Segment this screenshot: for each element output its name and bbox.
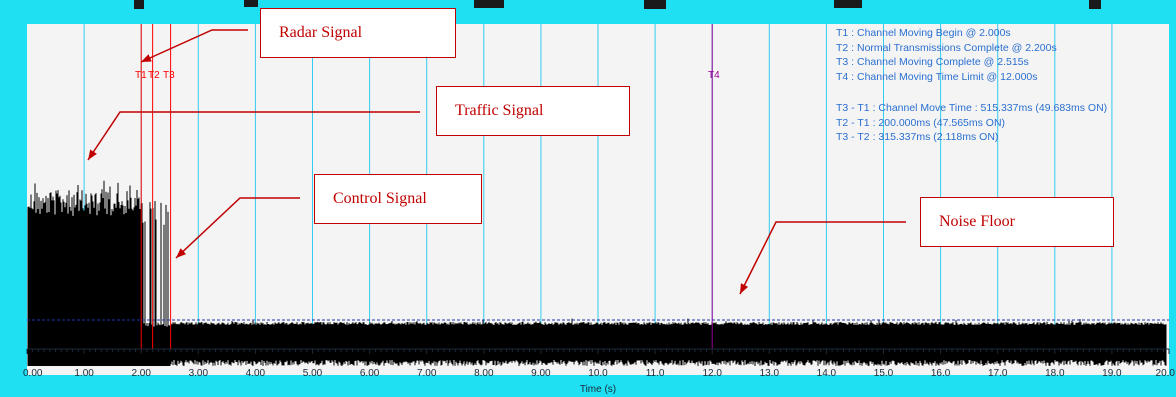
title-glyph-fragment xyxy=(834,0,862,8)
callout-noise-floor-label: Noise Floor xyxy=(939,213,1015,230)
x-tick-label: 19.0 xyxy=(1102,368,1122,379)
x-tick-label: 16.0 xyxy=(931,368,951,379)
x-tick-label: 3.00 xyxy=(189,368,209,379)
annotation-line: T3 - T1 : Channel Move Time : 515.337ms … xyxy=(836,102,1107,114)
callout-radar-signal-label: Radar Signal xyxy=(279,24,363,41)
marker-label-t2: T2 xyxy=(148,70,160,81)
traffic-signal-arrow xyxy=(87,111,420,161)
x-tick-label: 6.00 xyxy=(360,368,380,379)
marker-label-t1: T1 xyxy=(135,70,147,81)
annotation-line: T3 - T2 : 315.337ms (2.118ms ON) xyxy=(836,131,998,143)
x-tick-label: 13.0 xyxy=(760,368,780,379)
title-glyph-fragment xyxy=(644,0,666,9)
x-tick-label: 4.00 xyxy=(246,368,266,379)
x-tick-label: 8.00 xyxy=(474,368,494,379)
traffic-signal-arrow-head xyxy=(88,149,97,160)
x-tick-label: 15.0 xyxy=(874,368,894,379)
annotation-line: T2 - T1 : 200.000ms (47.565ms ON) xyxy=(836,117,1005,129)
annotation-line: T2 : Normal Transmissions Complete @ 2.2… xyxy=(836,42,1057,54)
callout-arrows xyxy=(87,29,906,295)
callout-control-signal-label: Control Signal xyxy=(333,190,427,207)
signal-trace xyxy=(27,180,1167,366)
marker-label-t4: T4 xyxy=(708,70,720,81)
title-glyph-fragment xyxy=(134,0,144,9)
x-tick-label: 5.00 xyxy=(303,368,323,379)
callout-noise-floor: Noise Floor xyxy=(920,197,1114,247)
x-tick-label: 2.00 xyxy=(131,368,151,379)
x-tick-label: 12.0 xyxy=(702,368,722,379)
x-tick-label: 1.00 xyxy=(74,368,94,379)
x-tick-label: 18.0 xyxy=(1045,368,1065,379)
callout-radar-signal: Radar Signal xyxy=(260,8,456,58)
radar-signal-arrow-head xyxy=(141,54,152,62)
x-tick-label: 14.0 xyxy=(817,368,837,379)
x-tick-label: 11.0 xyxy=(646,368,665,379)
radar-signal-arrow xyxy=(140,29,248,63)
x-tick-label: 0.00 xyxy=(23,368,43,379)
signal-path xyxy=(27,180,1167,366)
title-glyph-fragment xyxy=(244,0,258,7)
callout-traffic-signal-label: Traffic Signal xyxy=(455,102,544,119)
x-tick-label: 7.00 xyxy=(417,368,437,379)
x-tick-label: 9.00 xyxy=(531,368,551,379)
noise-floor-arrow-head xyxy=(740,283,749,294)
callout-traffic-signal: Traffic Signal xyxy=(436,86,630,136)
x-tick-label: 10.0 xyxy=(588,368,608,379)
cropped-title-fragment xyxy=(134,0,1101,9)
annotation-block: T1 : Channel Moving Begin @ 2.000s T2 : N… xyxy=(836,27,1107,143)
x-axis-ticks: 0.00 1.00 2.00 3.00 4.00 5.00 6.00 7.00 8.00 9.00… xyxy=(23,348,1176,379)
callout-control-signal: Control Signal xyxy=(314,174,482,224)
annotation-line: T3 : Channel Moving Complete @ 2.515s xyxy=(836,56,1029,68)
control-signal-arrow-head xyxy=(176,248,187,258)
marker-label-t3: T3 xyxy=(163,70,175,81)
x-tick-label: 17.0 xyxy=(988,368,1008,379)
annotation-line: T4 : Channel Moving Time Limit @ 12.000s xyxy=(836,71,1038,83)
x-tick-label: 20.0 xyxy=(1156,368,1176,379)
title-glyph-fragment xyxy=(474,0,504,8)
noise-floor-arrow xyxy=(739,221,906,295)
x-axis-label: Time (s) xyxy=(580,384,616,395)
time-markers: T1 T2 T3 T4 xyxy=(135,24,720,349)
annotation-line: T1 : Channel Moving Begin @ 2.000s xyxy=(836,27,1011,39)
title-glyph-fragment xyxy=(1089,0,1101,9)
control-signal-arrow xyxy=(175,197,300,259)
